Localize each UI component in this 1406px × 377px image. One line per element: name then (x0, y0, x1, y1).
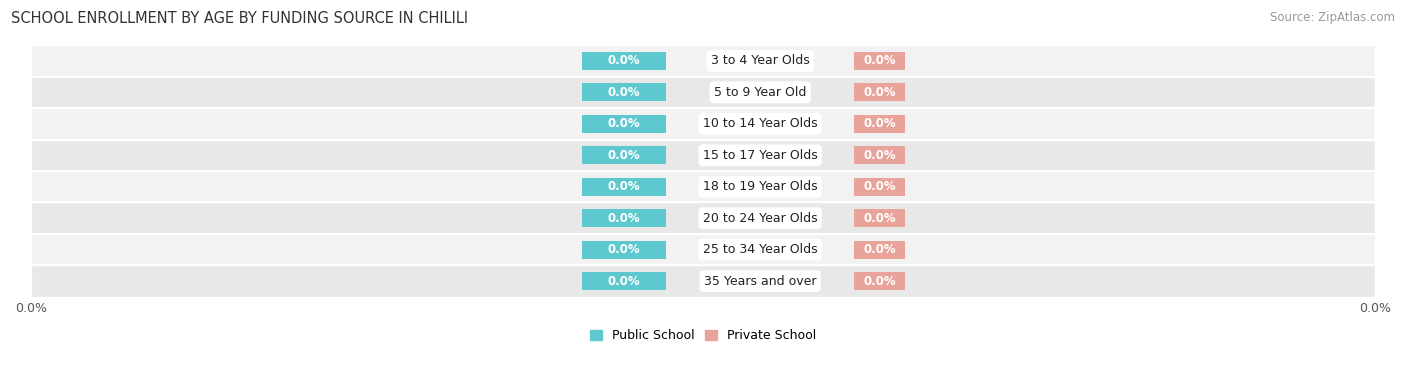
Bar (31, 45, 1375, 77)
Text: 0.0%: 0.0% (863, 212, 896, 225)
Bar (582, 115, 666, 133)
Bar (855, 209, 904, 227)
Text: 0.0%: 0.0% (863, 54, 896, 67)
Text: 0.0%: 0.0% (863, 243, 896, 256)
Legend: Public School, Private School: Public School, Private School (586, 325, 820, 346)
Text: SCHOOL ENROLLMENT BY AGE BY FUNDING SOURCE IN CHILILI: SCHOOL ENROLLMENT BY AGE BY FUNDING SOUR… (11, 11, 468, 26)
Bar (31, 234, 1375, 265)
Text: 0.0%: 0.0% (607, 212, 640, 225)
Bar (855, 52, 904, 70)
Bar (855, 83, 904, 101)
Text: 0.0%: 0.0% (863, 180, 896, 193)
Text: 0.0%: 0.0% (607, 117, 640, 130)
Bar (31, 108, 1375, 139)
Bar (582, 52, 666, 70)
Bar (855, 146, 904, 164)
Bar (31, 265, 1375, 297)
Bar (31, 202, 1375, 234)
Text: 0.0%: 0.0% (607, 86, 640, 99)
Bar (582, 146, 666, 164)
Bar (31, 77, 1375, 108)
Text: 0.0%: 0.0% (607, 149, 640, 162)
Text: 0.0%: 0.0% (607, 243, 640, 256)
Bar (582, 178, 666, 196)
Text: 20 to 24 Year Olds: 20 to 24 Year Olds (703, 212, 817, 225)
Bar (855, 272, 904, 290)
Bar (582, 241, 666, 259)
Text: 15 to 17 Year Olds: 15 to 17 Year Olds (703, 149, 817, 162)
Text: 0.0%: 0.0% (863, 86, 896, 99)
Bar (855, 115, 904, 133)
Text: 0.0%: 0.0% (863, 149, 896, 162)
Bar (31, 171, 1375, 202)
Text: 0.0%: 0.0% (863, 117, 896, 130)
Bar (855, 241, 904, 259)
Text: 35 Years and over: 35 Years and over (704, 274, 817, 288)
Text: 0.0%: 0.0% (607, 274, 640, 288)
Text: 5 to 9 Year Old: 5 to 9 Year Old (714, 86, 806, 99)
Text: 0.0%: 0.0% (863, 274, 896, 288)
Bar (582, 209, 666, 227)
Bar (855, 178, 904, 196)
Text: 10 to 14 Year Olds: 10 to 14 Year Olds (703, 117, 817, 130)
Text: Source: ZipAtlas.com: Source: ZipAtlas.com (1270, 11, 1395, 24)
Bar (31, 139, 1375, 171)
Text: 0.0%: 0.0% (607, 180, 640, 193)
Text: 0.0%: 0.0% (607, 54, 640, 67)
Text: 25 to 34 Year Olds: 25 to 34 Year Olds (703, 243, 817, 256)
Text: 3 to 4 Year Olds: 3 to 4 Year Olds (711, 54, 810, 67)
Text: 18 to 19 Year Olds: 18 to 19 Year Olds (703, 180, 817, 193)
Bar (582, 272, 666, 290)
Bar (582, 83, 666, 101)
